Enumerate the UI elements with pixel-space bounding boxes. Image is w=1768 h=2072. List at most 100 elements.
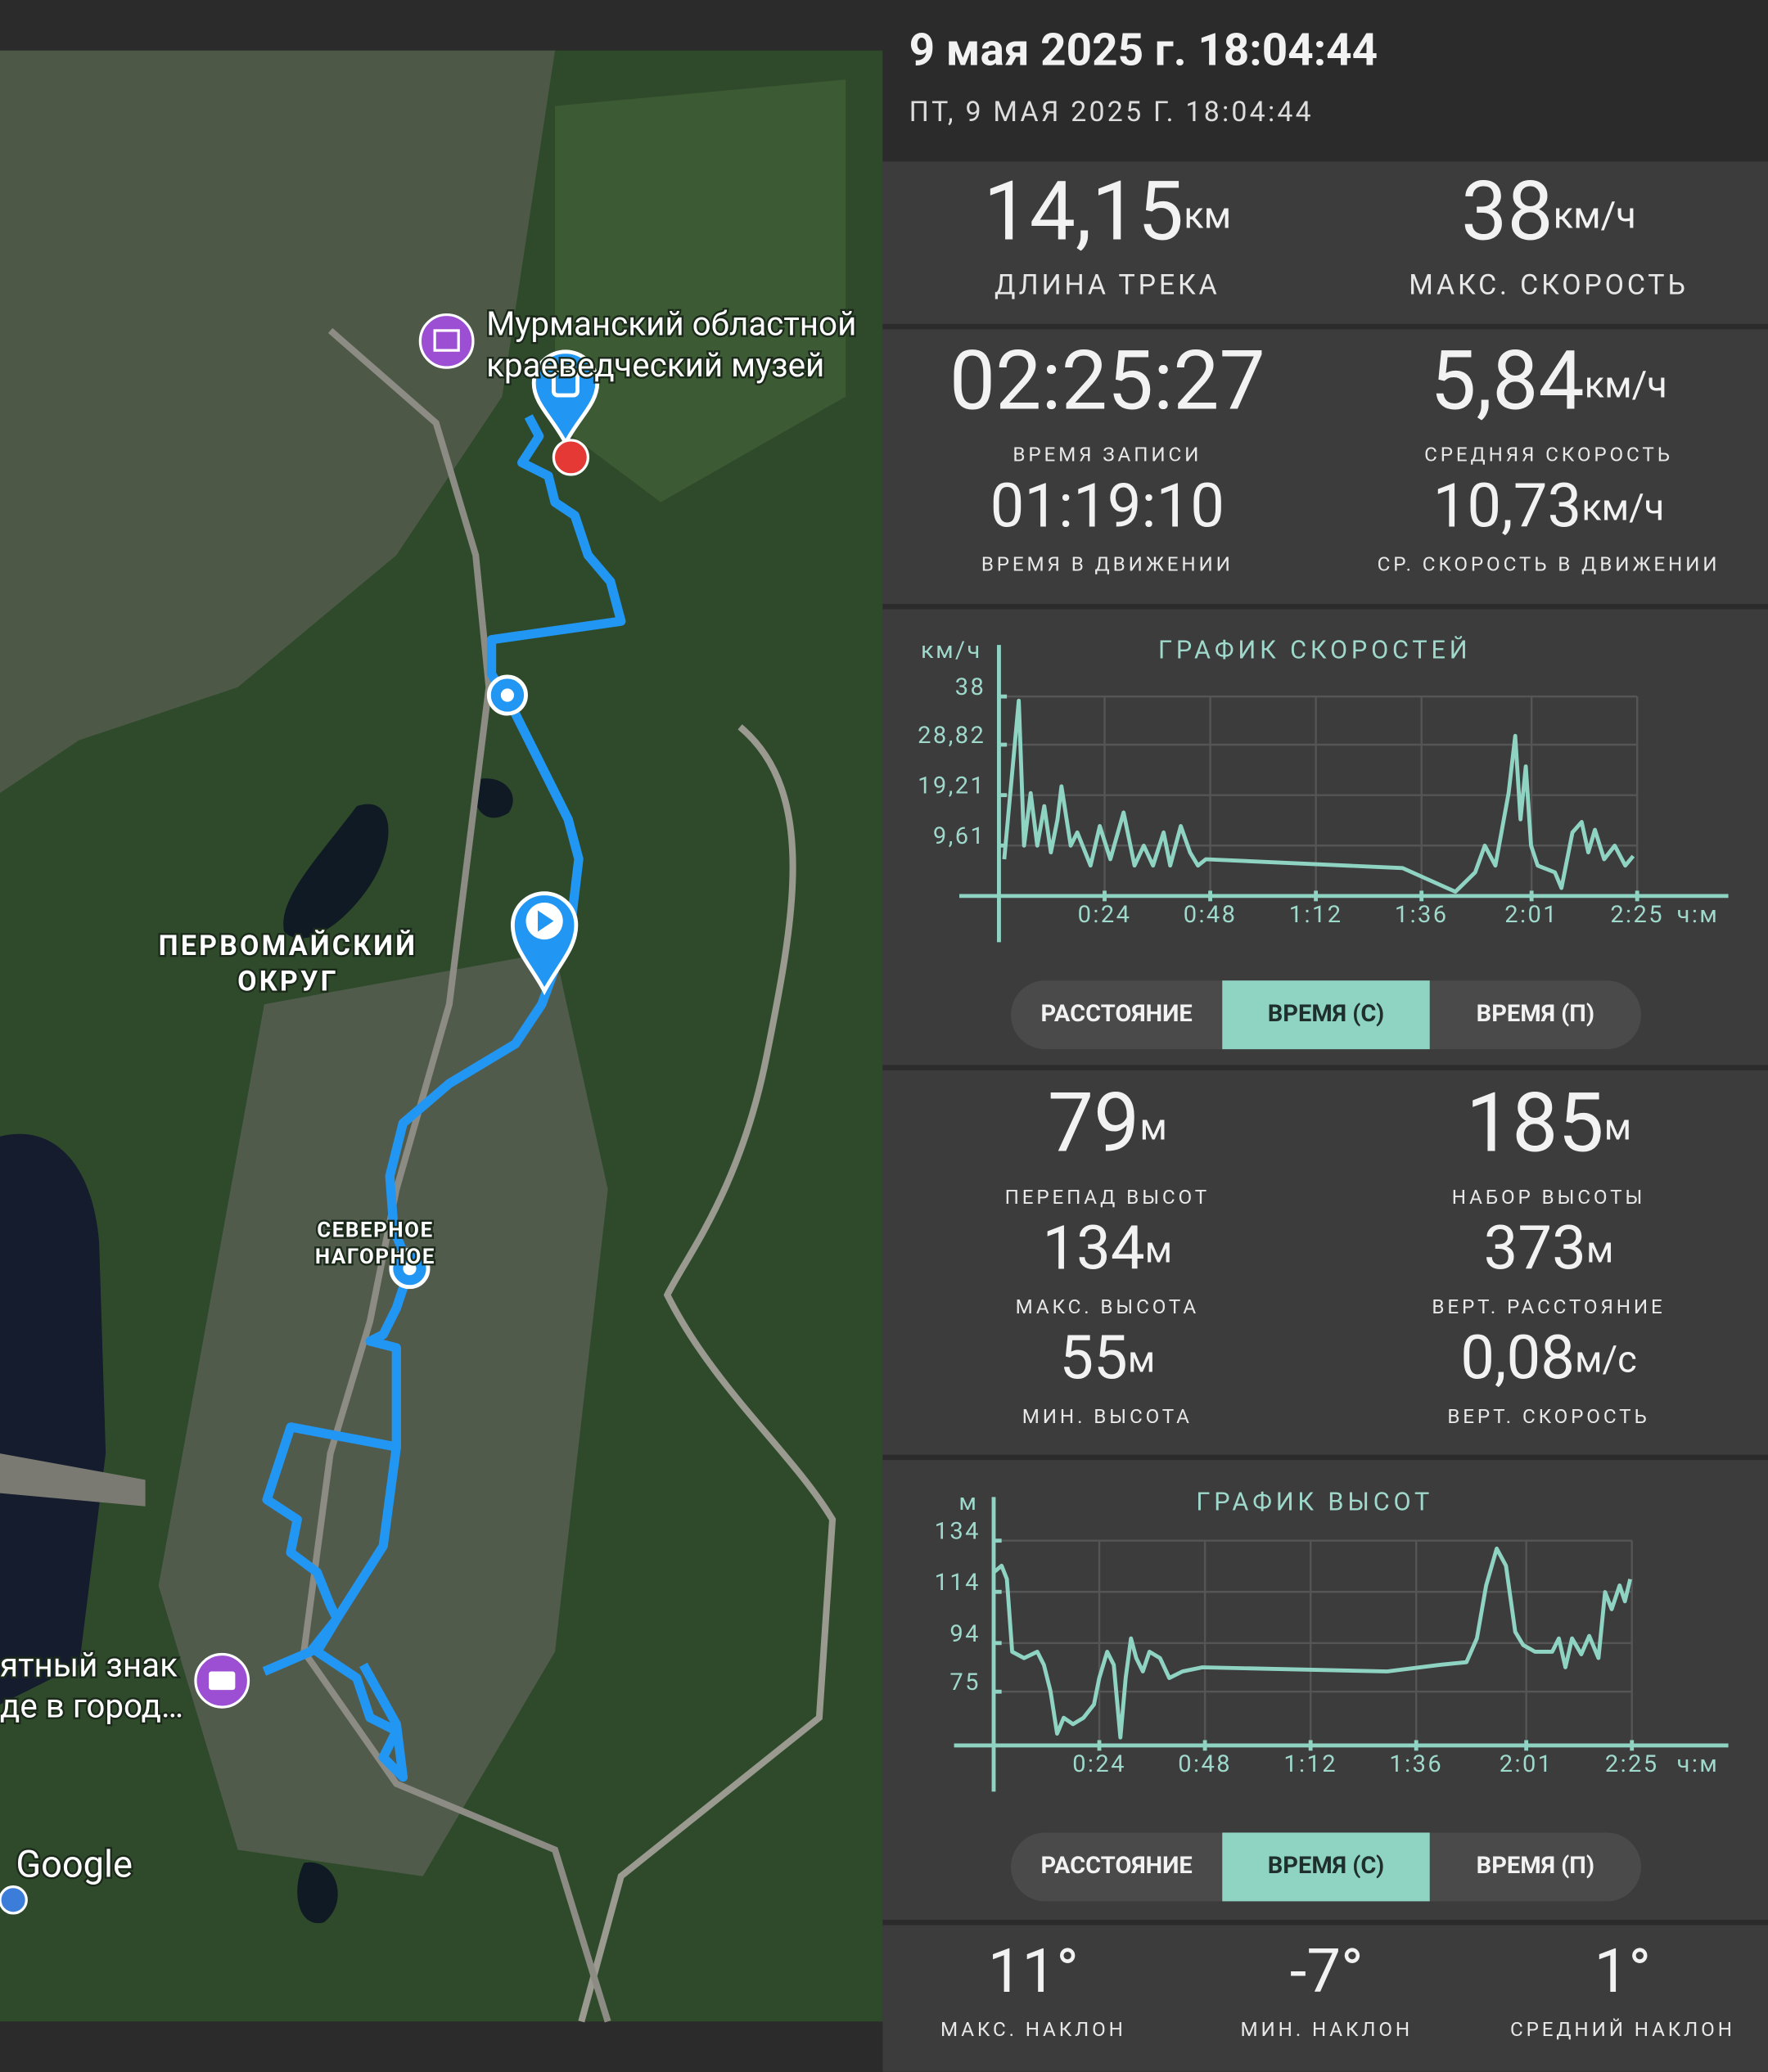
separator: [882, 1065, 1768, 1070]
separator: [882, 1920, 1768, 1926]
stat-number: 10,73: [1433, 471, 1582, 542]
stop-glyph: [551, 369, 580, 398]
stat-unit: км/ч: [1581, 486, 1664, 529]
stat-value: 134м: [1042, 1213, 1172, 1284]
header-subtitle: ПТ, 9 МАЯ 2025 Г. 18:04:44: [909, 97, 1314, 128]
x-tick-label: 2:25: [1605, 1750, 1659, 1778]
x-tick-label: 0:48: [1178, 1750, 1232, 1778]
x-tick-label: 2:01: [1500, 1750, 1554, 1778]
map-pier: [0, 1453, 146, 1507]
stat-value: 14,15км: [984, 164, 1232, 260]
y-tick-label: 28,82: [918, 722, 985, 750]
map-forest: [555, 79, 846, 502]
google-logo: Google: [16, 1843, 133, 1886]
map-label: краеведческий музей: [486, 346, 824, 385]
stat-label: СР. СКОРОСТЬ В ДВИЖЕНИИ: [1378, 553, 1721, 576]
stat-number: 11°: [988, 1935, 1079, 2007]
separator: [882, 1454, 1768, 1461]
stat-label: ВРЕМЯ В ДВИЖЕНИИ: [981, 553, 1234, 576]
stat-label: СРЕДНИЙ НАКЛОН: [1510, 2018, 1735, 2041]
x-tick-label: 0:24: [1078, 901, 1132, 929]
map-road: [300, 327, 611, 2023]
stat-label: МАКС. НАКЛОН: [940, 2018, 1126, 2041]
waypoint-dot: [500, 688, 514, 702]
waypoint-dot: [403, 1262, 417, 1276]
stat-value: 38км/ч: [1461, 164, 1636, 260]
stat-unit: км/ч: [1554, 195, 1636, 238]
x-tick-label: 2:01: [1504, 901, 1558, 929]
separator: [882, 604, 1768, 610]
y-tick-label: 75: [949, 1669, 981, 1696]
stat-label: МИН. НАКЛОН: [1241, 2018, 1414, 2041]
end-point[interactable]: [552, 439, 589, 476]
toggle-option[interactable]: РАССТОЯНИЕ: [1040, 1852, 1192, 1880]
stat-label: МАКС. СКОРОСТЬ: [1409, 270, 1689, 302]
panel: [882, 159, 1768, 2072]
stat-value: 10,73км/ч: [1433, 471, 1665, 542]
y-tick-label: 19,21: [918, 772, 985, 800]
y-tick-label: 9,61: [933, 822, 985, 850]
stat-unit: км: [1184, 195, 1231, 238]
data-line: [1002, 698, 1635, 894]
x-tick-label: 1:36: [1389, 1750, 1443, 1778]
stat-unit: м: [1586, 1229, 1614, 1272]
stat-value: 02:25:27: [949, 334, 1265, 430]
map: Мурманский областной краеведческий музей…: [0, 50, 883, 2023]
toggle-selected: [1222, 1832, 1430, 1902]
stat-number: 79: [1048, 1076, 1140, 1172]
stat-number: 5,84: [1430, 334, 1584, 430]
x-tick-label: 1:12: [1283, 1750, 1337, 1778]
chart-title: ГРАФИК СКОРОСТЕЙ: [1158, 635, 1471, 664]
transit-icon: [0, 1885, 28, 1915]
y-tick-label: 38: [955, 673, 986, 701]
stat-number: 373: [1484, 1213, 1586, 1284]
stat-value: 79м: [1048, 1076, 1167, 1172]
play-glyph: [538, 910, 554, 932]
stat-label: МАКС. ВЫСОТА: [1016, 1295, 1199, 1318]
map-urban: [0, 50, 556, 793]
x-axis-label: ч:м: [1677, 901, 1720, 929]
map-label: СЕВЕРНОЕ: [317, 1218, 434, 1243]
map-water: [0, 1133, 106, 1705]
camera-glyph: [209, 1671, 236, 1691]
toggle-option[interactable]: ВРЕМЯ (С): [1268, 1000, 1384, 1028]
stat-unit: м: [1128, 1339, 1156, 1382]
stat-number: 01:19:10: [990, 471, 1225, 542]
toggle-option[interactable]: РАССТОЯНИЕ: [1040, 1000, 1192, 1028]
data-line: [992, 1546, 1632, 1740]
map-label: Мурманский областной: [486, 305, 856, 344]
y-axis-label: м: [958, 1489, 978, 1516]
stat-value: 373м: [1484, 1213, 1614, 1284]
toggle-option[interactable]: ВРЕМЯ (С): [1268, 1852, 1384, 1880]
stat-value: 55м: [1059, 1322, 1155, 1394]
stat-value: 11°: [988, 1935, 1079, 2007]
map-label: ПЕРВОМАЙСКИЙ: [159, 930, 418, 962]
y-axis-label: км/ч: [921, 637, 982, 664]
stat-value: 01:19:10: [990, 471, 1225, 542]
map-road: [578, 724, 837, 2023]
stat-number: 38: [1461, 164, 1554, 260]
x-tick-label: 1:12: [1289, 901, 1343, 929]
separator: [882, 323, 1768, 330]
map-lake: [297, 1862, 338, 1924]
toggle-option[interactable]: ВРЕМЯ (П): [1477, 1852, 1594, 1880]
y-tick-label: 134: [935, 1518, 981, 1546]
stat-value: 5,84км/ч: [1430, 334, 1667, 430]
map-lake: [474, 778, 513, 818]
stat-label: ПЕРЕПАД ВЫСОТ: [1005, 1186, 1210, 1209]
x-axis-label: ч:м: [1677, 1750, 1720, 1778]
stat-label: ВЕРТ. СКОРОСТЬ: [1447, 1405, 1649, 1428]
x-tick-label: 0:48: [1184, 901, 1238, 929]
y-tick-label: 114: [935, 1569, 981, 1597]
toggle-option[interactable]: ВРЕМЯ (П): [1477, 1000, 1594, 1028]
stat-unit: км/ч: [1585, 363, 1667, 407]
stat-number: 02:25:27: [949, 334, 1265, 430]
stat-number: -7°: [1290, 1935, 1364, 2007]
museum-icon[interactable]: [418, 313, 475, 369]
y-tick-label: 94: [949, 1620, 981, 1648]
stat-number: 0,08: [1460, 1322, 1575, 1394]
map-label: де в город…: [0, 1687, 183, 1725]
stat-value: 185м: [1466, 1076, 1631, 1172]
map-label: ятный знак: [0, 1646, 178, 1684]
stat-value: 1°: [1594, 1935, 1651, 2007]
